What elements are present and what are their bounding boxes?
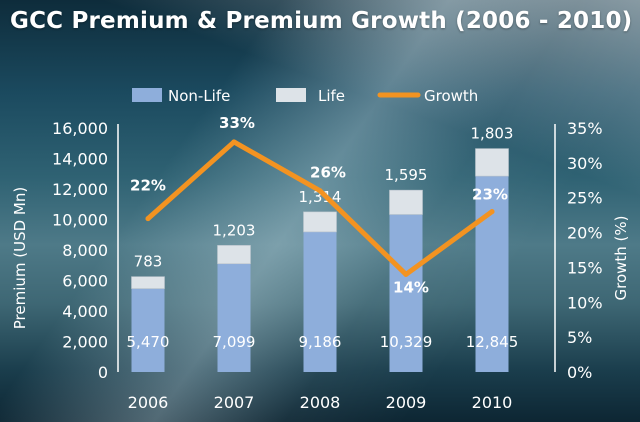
growth-point bbox=[317, 188, 323, 194]
y2-tick-label: 10% bbox=[567, 293, 603, 312]
bar-label-non-life: 7,099 bbox=[213, 333, 256, 351]
bar-non-life bbox=[389, 214, 423, 372]
bar-label-life: 1,803 bbox=[471, 125, 514, 143]
growth-point bbox=[145, 216, 151, 222]
legend-label-life: Life bbox=[318, 87, 345, 105]
bar-life bbox=[475, 148, 509, 177]
y-tick-label: 6,000 bbox=[62, 272, 108, 291]
bar-non-life bbox=[475, 176, 509, 372]
y2-axis-title: Growth (%) bbox=[612, 215, 630, 300]
bar-label-life: 783 bbox=[134, 253, 163, 271]
bar-label-life: 1,203 bbox=[213, 221, 256, 239]
bar-non-life bbox=[303, 231, 337, 372]
legend-swatch-life bbox=[276, 88, 306, 102]
y-axis-title: Premium (USD Mn) bbox=[11, 187, 29, 330]
x-tick-label: 2009 bbox=[386, 393, 427, 412]
bar-non-life bbox=[217, 263, 251, 372]
y2-tick-label: 0% bbox=[567, 363, 592, 382]
bar-life bbox=[131, 276, 165, 289]
growth-label: 33% bbox=[219, 114, 255, 132]
bar-label-non-life: 9,186 bbox=[299, 333, 342, 351]
bar-life bbox=[389, 189, 423, 215]
growth-label: 23% bbox=[472, 186, 508, 204]
x-tick-label: 2008 bbox=[300, 393, 341, 412]
y2-tick-label: 5% bbox=[567, 328, 592, 347]
legend-label-growth: Growth bbox=[424, 87, 478, 105]
x-tick-label: 2007 bbox=[214, 393, 255, 412]
legend-swatch-non-life bbox=[132, 88, 162, 102]
y2-tick-label: 15% bbox=[567, 258, 603, 277]
y-tick-label: 0 bbox=[98, 363, 108, 382]
growth-label: 26% bbox=[310, 164, 346, 182]
y-tick-label: 8,000 bbox=[62, 241, 108, 260]
y2-tick-label: 35% bbox=[567, 119, 603, 138]
growth-label: 14% bbox=[393, 278, 429, 296]
growth-label: 22% bbox=[130, 177, 166, 195]
bar-life bbox=[303, 211, 337, 233]
y-tick-label: 10,000 bbox=[52, 211, 108, 230]
bar-label-non-life: 12,845 bbox=[466, 333, 519, 351]
y2-tick-label: 20% bbox=[567, 224, 603, 243]
bar-label-non-life: 5,470 bbox=[127, 333, 170, 351]
y-tick-label: 4,000 bbox=[62, 302, 108, 321]
x-tick-label: 2010 bbox=[472, 393, 513, 412]
legend-label-non-life: Non-Life bbox=[168, 87, 230, 105]
x-tick-label: 2006 bbox=[128, 393, 169, 412]
growth-point bbox=[403, 271, 409, 277]
bar-label-non-life: 10,329 bbox=[380, 333, 433, 351]
y2-tick-label: 25% bbox=[567, 189, 603, 208]
y-tick-label: 14,000 bbox=[52, 150, 108, 169]
bar-life bbox=[217, 245, 251, 265]
y-tick-label: 12,000 bbox=[52, 180, 108, 199]
chart-title: GCC Premium & Premium Growth (2006 - 201… bbox=[10, 8, 633, 34]
growth-point bbox=[231, 139, 237, 145]
y-tick-label: 2,000 bbox=[62, 333, 108, 352]
bar-non-life bbox=[131, 288, 165, 372]
bar-label-life: 1,595 bbox=[385, 166, 428, 184]
y2-tick-label: 30% bbox=[567, 154, 603, 173]
y-tick-label: 16,000 bbox=[52, 119, 108, 138]
growth-point bbox=[489, 209, 495, 215]
